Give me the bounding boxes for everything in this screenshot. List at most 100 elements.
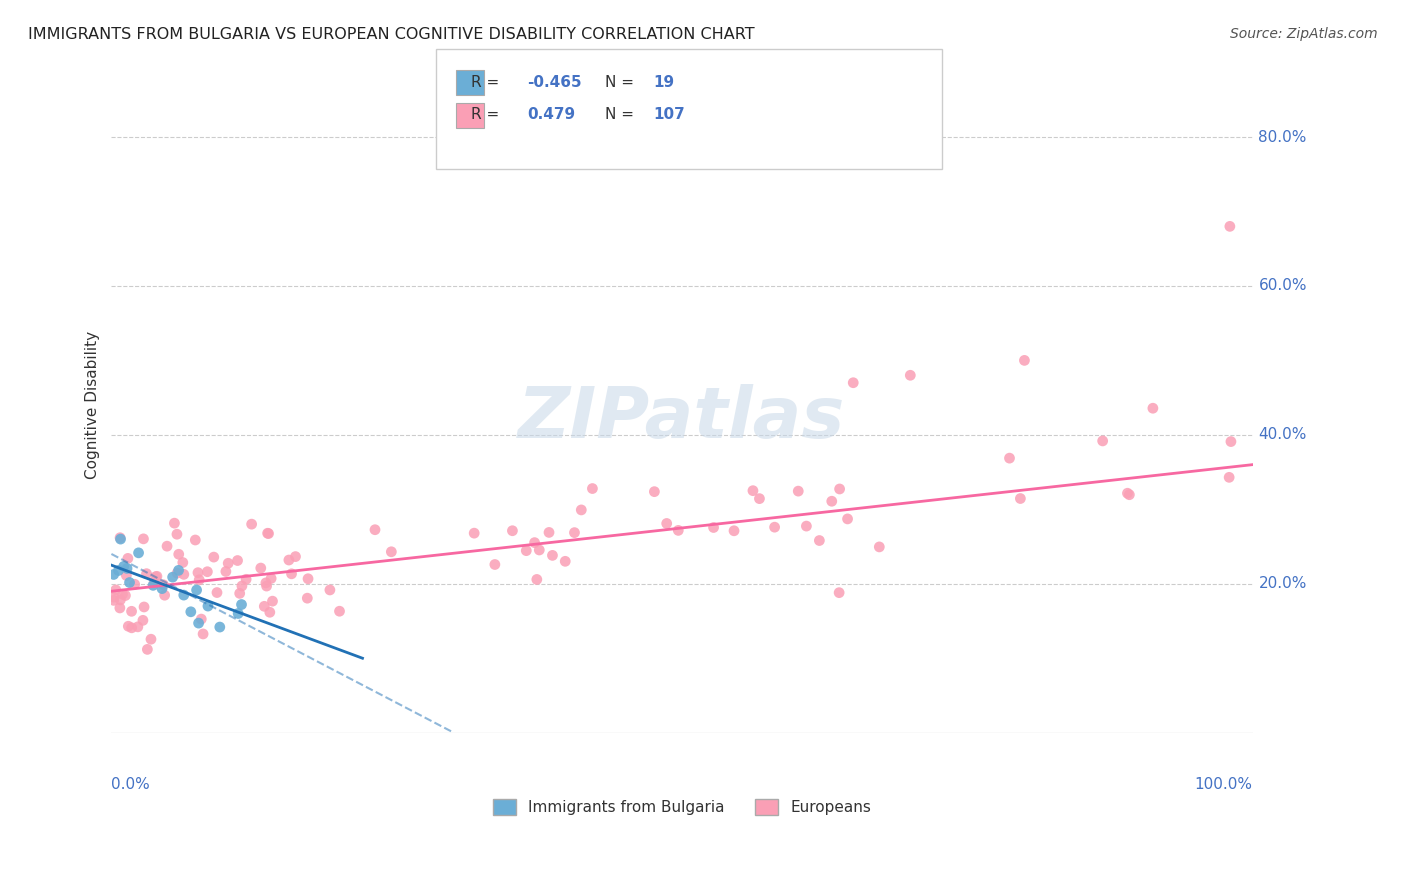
Point bbox=[187, 616, 209, 631]
Text: 20.0%: 20.0% bbox=[1258, 576, 1306, 591]
Point bbox=[114, 589, 136, 603]
Point bbox=[202, 550, 225, 565]
Point bbox=[523, 535, 546, 549]
Point bbox=[262, 594, 284, 608]
Text: -0.465: -0.465 bbox=[527, 75, 582, 89]
Text: R =: R = bbox=[471, 75, 505, 89]
Point bbox=[703, 520, 725, 534]
Point bbox=[1219, 219, 1241, 234]
Point bbox=[191, 627, 214, 641]
Point bbox=[284, 549, 307, 564]
Point bbox=[253, 599, 276, 614]
Point bbox=[581, 482, 603, 496]
Text: 100.0%: 100.0% bbox=[1195, 777, 1253, 792]
Text: Source: ZipAtlas.com: Source: ZipAtlas.com bbox=[1230, 27, 1378, 41]
Point bbox=[103, 567, 125, 582]
Point bbox=[103, 590, 125, 604]
Point bbox=[172, 556, 194, 570]
Point bbox=[146, 569, 169, 583]
Point bbox=[828, 585, 851, 599]
Point bbox=[217, 556, 239, 570]
Point bbox=[118, 575, 141, 590]
Point bbox=[256, 579, 278, 593]
Text: 0.479: 0.479 bbox=[527, 107, 575, 121]
Point bbox=[127, 620, 149, 634]
Point bbox=[132, 532, 155, 546]
Point bbox=[1219, 434, 1241, 449]
Point bbox=[135, 566, 157, 581]
Point bbox=[208, 620, 231, 634]
Point bbox=[277, 553, 299, 567]
Point bbox=[554, 554, 576, 568]
Point bbox=[808, 533, 831, 548]
Point bbox=[842, 376, 865, 390]
Point bbox=[163, 516, 186, 531]
Point bbox=[228, 586, 250, 600]
Point bbox=[231, 579, 253, 593]
Point bbox=[103, 593, 125, 607]
Point bbox=[998, 451, 1021, 466]
Point bbox=[128, 546, 150, 560]
Point bbox=[748, 491, 770, 506]
Point bbox=[249, 561, 271, 575]
Text: 60.0%: 60.0% bbox=[1258, 278, 1308, 293]
Point bbox=[515, 543, 537, 558]
Point bbox=[837, 512, 859, 526]
Point bbox=[297, 591, 319, 606]
Point bbox=[463, 526, 485, 541]
Point bbox=[145, 570, 167, 584]
Point bbox=[763, 520, 786, 534]
Text: ZIPatlas: ZIPatlas bbox=[519, 384, 846, 452]
Point bbox=[197, 599, 219, 613]
Point bbox=[655, 516, 678, 531]
Point bbox=[484, 558, 506, 572]
Point bbox=[1118, 488, 1140, 502]
Point bbox=[868, 540, 890, 554]
Point bbox=[297, 572, 319, 586]
Point bbox=[254, 575, 277, 590]
Point bbox=[501, 524, 523, 538]
Point bbox=[541, 549, 564, 563]
Point bbox=[110, 532, 132, 546]
Point bbox=[108, 531, 131, 545]
Point bbox=[205, 585, 228, 599]
Point bbox=[139, 632, 162, 647]
Point bbox=[107, 564, 129, 578]
Text: IMMIGRANTS FROM BULGARIA VS EUROPEAN COGNITIVE DISABILITY CORRELATION CHART: IMMIGRANTS FROM BULGARIA VS EUROPEAN COG… bbox=[28, 27, 755, 42]
Point bbox=[240, 517, 263, 532]
Text: 40.0%: 40.0% bbox=[1258, 427, 1306, 442]
Point bbox=[564, 525, 586, 540]
Point bbox=[328, 604, 350, 618]
Text: 107: 107 bbox=[654, 107, 686, 121]
Point bbox=[256, 526, 278, 541]
Point bbox=[1091, 434, 1114, 448]
Point bbox=[108, 601, 131, 615]
Point bbox=[162, 570, 184, 584]
Y-axis label: Cognitive Disability: Cognitive Disability bbox=[86, 331, 100, 479]
Point bbox=[259, 605, 281, 619]
Point bbox=[1010, 491, 1032, 506]
Text: R =: R = bbox=[471, 107, 509, 121]
Point bbox=[136, 642, 159, 657]
Point bbox=[173, 588, 195, 602]
Legend: Immigrants from Bulgaria, Europeans: Immigrants from Bulgaria, Europeans bbox=[486, 793, 877, 821]
Point bbox=[226, 607, 249, 621]
Point bbox=[150, 582, 173, 596]
Point bbox=[666, 524, 689, 538]
Point bbox=[380, 545, 402, 559]
Point bbox=[742, 483, 765, 498]
Point bbox=[526, 573, 548, 587]
Point bbox=[121, 621, 143, 635]
Point bbox=[1014, 353, 1036, 368]
Point bbox=[117, 619, 139, 633]
Point bbox=[643, 484, 665, 499]
Point bbox=[124, 577, 146, 591]
Point bbox=[529, 543, 551, 558]
Point bbox=[190, 612, 212, 626]
Point bbox=[319, 582, 342, 597]
Point bbox=[569, 503, 592, 517]
Point bbox=[152, 578, 174, 592]
Point bbox=[364, 523, 387, 537]
Point bbox=[226, 553, 249, 567]
Text: 0.0%: 0.0% bbox=[111, 777, 150, 792]
